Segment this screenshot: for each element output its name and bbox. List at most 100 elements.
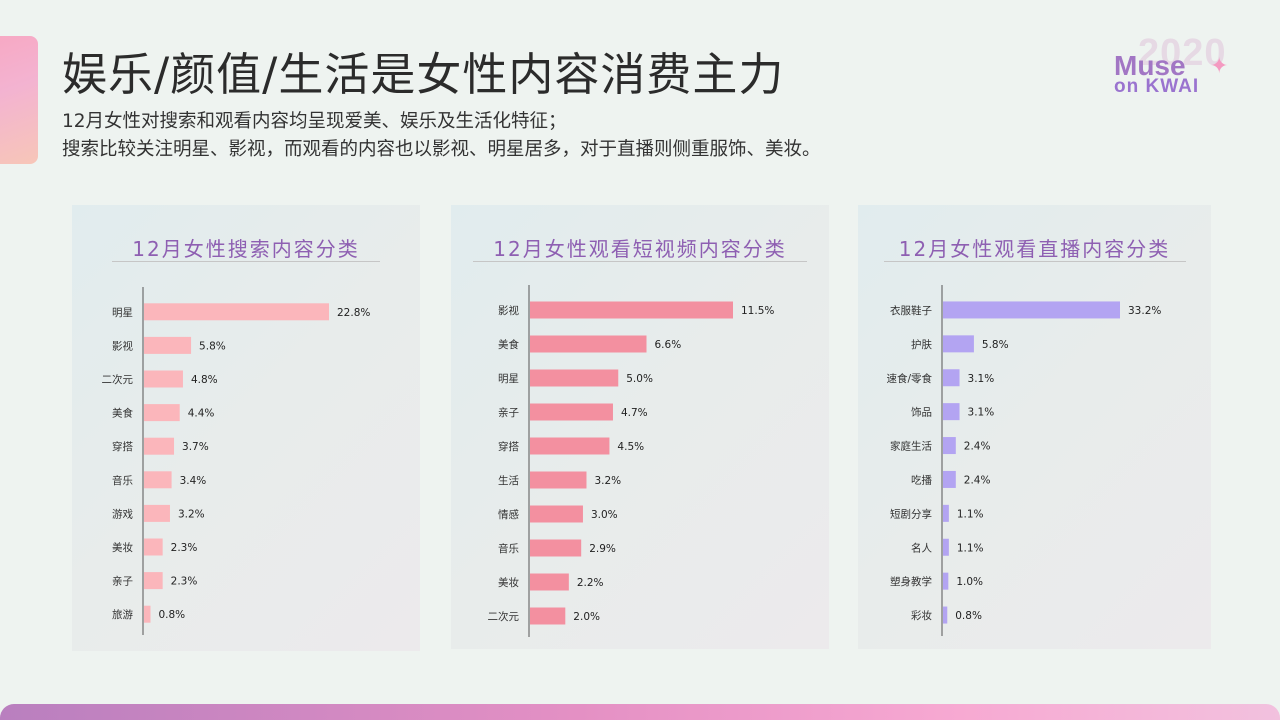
search-chart-title: 12月女性搜索内容分类 (132, 237, 360, 261)
category-label: 穿搭 (498, 440, 519, 453)
category-label: 美食 (112, 407, 133, 420)
bar-7 (943, 504, 949, 522)
bar-1 (144, 303, 329, 321)
data-label: 3.0% (591, 509, 618, 521)
data-label: 2.3% (171, 542, 198, 554)
bar-8 (144, 538, 163, 556)
data-label: 4.7% (621, 407, 648, 419)
subtitle-line-2: 搜索比较关注明星、影视，而观看的内容也以影视、明星居多，对于直播则侧重服饰、美妆… (62, 139, 821, 160)
category-label: 二次元 (488, 610, 520, 623)
live-chart-title: 12月女性观看直播内容分类 (898, 237, 1171, 261)
logo-year: 2020 (1138, 32, 1227, 74)
bar-6 (144, 471, 172, 489)
data-label: 2.2% (577, 577, 604, 589)
bar-6 (530, 471, 587, 489)
category-label: 名人 (911, 541, 932, 554)
bottom-gradient-bar (0, 704, 1280, 720)
bar-5 (144, 437, 175, 455)
category-label: 穿搭 (112, 440, 133, 453)
data-label: 33.2% (1128, 305, 1161, 317)
data-label: 3.1% (968, 373, 995, 385)
bar-2 (144, 336, 192, 354)
category-label: 情感 (498, 508, 519, 521)
bar-3 (144, 370, 183, 388)
title-divider (112, 261, 380, 262)
category-label: 影视 (112, 339, 133, 352)
star-icon: ✦ (1210, 54, 1229, 79)
bar-10 (530, 607, 566, 625)
subtitle: 12月女性对搜索和观看内容均呈现爱美、娱乐及生活化特征； 搜索比较关注明星、影视… (62, 108, 821, 164)
logo-muse: Muse (1114, 50, 1186, 81)
data-label: 22.8% (337, 307, 370, 319)
category-label: 家庭生活 (890, 440, 932, 453)
data-label: 1.1% (957, 542, 984, 554)
data-label: 5.0% (626, 373, 653, 385)
decorative-accent-block (0, 36, 38, 164)
data-label: 2.0% (573, 611, 600, 623)
category-label: 短剧分享 (890, 507, 932, 520)
bar-6 (943, 470, 956, 488)
category-label: 美食 (498, 338, 519, 351)
category-label: 美妆 (498, 576, 519, 589)
video-chart-panel: 12月女性观看短视频内容分类 影视 11.5% 美食 6.6% 明星 5.0% 亲子 4.7%… (451, 205, 829, 649)
bar-7 (144, 504, 170, 522)
category-label: 护肤 (911, 338, 932, 351)
category-label: 饰品 (911, 406, 932, 419)
bar-4 (530, 403, 613, 421)
category-label: 音乐 (498, 542, 519, 555)
page-title: 娱乐/颜值/生活是女性内容消费主力 (62, 48, 785, 101)
video-bar-chart: 影视 11.5% 美食 6.6% 明星 5.0% 亲子 4.7% 穿搭 4.5% 生活 3.2% 情感 3… (488, 285, 774, 637)
data-label: 2.4% (964, 441, 991, 453)
bar-2 (943, 335, 974, 353)
bar-2 (530, 335, 647, 353)
data-label: 3.7% (182, 441, 209, 453)
bar-9 (530, 573, 569, 591)
data-label: 2.3% (171, 576, 198, 588)
category-label: 亲子 (112, 575, 133, 588)
category-label: 吃播 (911, 473, 932, 486)
search-bar-chart: 明星 22.8% 影视 5.8% 二次元 4.8% 美食 4.4% 穿搭 3.7% 音乐 3.4% 游戏… (102, 287, 370, 635)
category-label: 游戏 (112, 507, 133, 520)
bar-9 (144, 572, 163, 590)
subtitle-line-1: 12月女性对搜索和观看内容均呈现爱美、娱乐及生活化特征； (62, 111, 567, 132)
category-label: 明星 (112, 307, 133, 319)
bar-5 (530, 437, 610, 455)
category-label: 塑身教学 (890, 575, 932, 588)
bar-10 (943, 606, 948, 624)
category-label: 彩妆 (911, 609, 932, 622)
data-label: 5.8% (982, 339, 1009, 351)
bar-7 (530, 505, 583, 523)
category-label: 衣服鞋子 (890, 304, 932, 317)
video-chart-title: 12月女性观看短视频内容分类 (493, 237, 787, 261)
category-label: 生活 (498, 474, 519, 487)
data-label: 4.4% (188, 408, 215, 420)
title-divider (884, 261, 1186, 262)
data-label: 1.0% (956, 576, 983, 588)
data-label: 3.4% (180, 475, 207, 487)
muse-on-kwai-logo: 2020 Muse on KWAI ✦ (1112, 32, 1242, 98)
data-label: 4.8% (191, 374, 218, 386)
search-chart-panel: 12月女性搜索内容分类 明星 22.8% 影视 5.8% 二次元 4.8% 美食 4.4% 穿搭… (72, 205, 420, 651)
category-label: 音乐 (112, 474, 133, 487)
bar-8 (530, 539, 582, 557)
data-label: 1.1% (957, 508, 984, 520)
bar-4 (943, 403, 960, 421)
data-label: 6.6% (655, 339, 682, 351)
category-label: 速食/零食 (886, 372, 932, 385)
data-label: 5.8% (199, 340, 226, 352)
category-label: 影视 (498, 304, 519, 317)
category-label: 二次元 (102, 373, 134, 386)
data-label: 4.5% (617, 441, 644, 453)
live-bar-chart: 衣服鞋子 33.2% 护肤 5.8% 速食/零食 3.1% 饰品 3.1% 家庭生活 2.4% 吃播… (886, 285, 1161, 636)
data-label: 2.9% (589, 543, 616, 555)
logo-kwai: on KWAI (1114, 76, 1200, 97)
category-label: 旅游 (112, 608, 133, 621)
live-chart-panel: 12月女性观看直播内容分类 衣服鞋子 33.2% 护肤 5.8% 速食/零食 3.1% 饰品… (858, 205, 1211, 649)
data-label: 3.2% (178, 508, 205, 520)
data-label: 11.5% (741, 305, 774, 317)
bar-10 (144, 605, 151, 623)
bar-1 (530, 301, 733, 319)
category-label: 美妆 (112, 541, 133, 554)
bar-8 (943, 538, 949, 556)
bar-3 (943, 369, 960, 387)
